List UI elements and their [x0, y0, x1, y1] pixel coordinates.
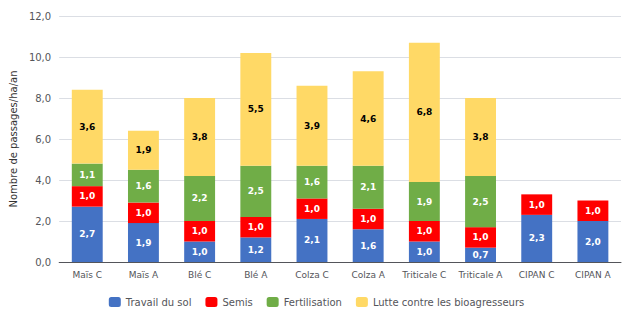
svg-text:8,0: 8,0 — [35, 93, 51, 104]
svg-text:1,9: 1,9 — [416, 197, 432, 207]
svg-text:0,0: 0,0 — [35, 257, 51, 268]
svg-text:CIPAN C: CIPAN C — [519, 270, 555, 280]
svg-text:1,0: 1,0 — [135, 208, 151, 218]
svg-text:1,0: 1,0 — [416, 226, 432, 236]
svg-text:3,6: 3,6 — [79, 122, 95, 132]
svg-text:Maïs A: Maïs A — [129, 270, 159, 280]
svg-text:10,0: 10,0 — [29, 52, 51, 63]
svg-text:2,5: 2,5 — [248, 186, 264, 196]
svg-text:1,6: 1,6 — [360, 241, 376, 251]
svg-text:1,0: 1,0 — [304, 204, 320, 214]
svg-text:6,0: 6,0 — [35, 134, 51, 145]
svg-text:3,8: 3,8 — [473, 132, 489, 142]
svg-text:Semis: Semis — [222, 297, 252, 308]
svg-text:Maïs C: Maïs C — [72, 270, 102, 280]
svg-text:1,0: 1,0 — [79, 191, 95, 201]
svg-text:4,0: 4,0 — [35, 175, 51, 186]
svg-text:Lutte contre les bioagresseurs: Lutte contre les bioagresseurs — [373, 297, 524, 308]
svg-text:Travail du sol: Travail du sol — [125, 297, 192, 308]
svg-text:Triticale A: Triticale A — [458, 270, 504, 280]
svg-text:2,2: 2,2 — [192, 193, 208, 203]
svg-text:3,9: 3,9 — [304, 121, 320, 131]
svg-text:1,0: 1,0 — [360, 214, 376, 224]
svg-text:Fertilisation: Fertilisation — [284, 297, 342, 308]
svg-text:1,1: 1,1 — [79, 170, 95, 180]
svg-text:1,0: 1,0 — [248, 222, 264, 232]
svg-text:1,9: 1,9 — [135, 145, 151, 155]
svg-text:Colza A: Colza A — [351, 270, 385, 280]
svg-text:2,1: 2,1 — [360, 182, 376, 192]
svg-text:2,7: 2,7 — [79, 229, 95, 239]
svg-text:1,0: 1,0 — [529, 200, 545, 210]
svg-text:Blé C: Blé C — [188, 270, 211, 280]
svg-text:1,0: 1,0 — [416, 247, 432, 257]
svg-text:12,0: 12,0 — [29, 11, 51, 22]
svg-text:1,0: 1,0 — [192, 247, 208, 257]
svg-text:1,2: 1,2 — [248, 245, 264, 255]
svg-text:4,6: 4,6 — [360, 114, 376, 124]
svg-text:5,5: 5,5 — [248, 104, 264, 114]
svg-text:Nombre de passages/ha/an: Nombre de passages/ha/an — [8, 71, 19, 208]
svg-text:1,6: 1,6 — [304, 177, 320, 187]
svg-text:3,8: 3,8 — [192, 132, 208, 142]
svg-text:1,0: 1,0 — [192, 226, 208, 236]
svg-text:CIPAN A: CIPAN A — [575, 270, 612, 280]
svg-text:1,0: 1,0 — [585, 206, 601, 216]
svg-text:2,0: 2,0 — [35, 216, 51, 227]
svg-text:2,1: 2,1 — [304, 235, 320, 245]
svg-text:Colza C: Colza C — [295, 270, 329, 280]
svg-text:6,8: 6,8 — [416, 107, 432, 117]
svg-text:1,9: 1,9 — [135, 238, 151, 248]
svg-text:1,0: 1,0 — [473, 232, 489, 242]
svg-text:Triticale C: Triticale C — [401, 270, 446, 280]
svg-text:2,5: 2,5 — [473, 197, 489, 207]
svg-text:1,6: 1,6 — [135, 181, 151, 191]
svg-text:2,3: 2,3 — [529, 233, 545, 243]
svg-text:2,0: 2,0 — [585, 237, 601, 247]
svg-text:Blé A: Blé A — [244, 270, 268, 280]
svg-text:0,7: 0,7 — [473, 250, 489, 260]
